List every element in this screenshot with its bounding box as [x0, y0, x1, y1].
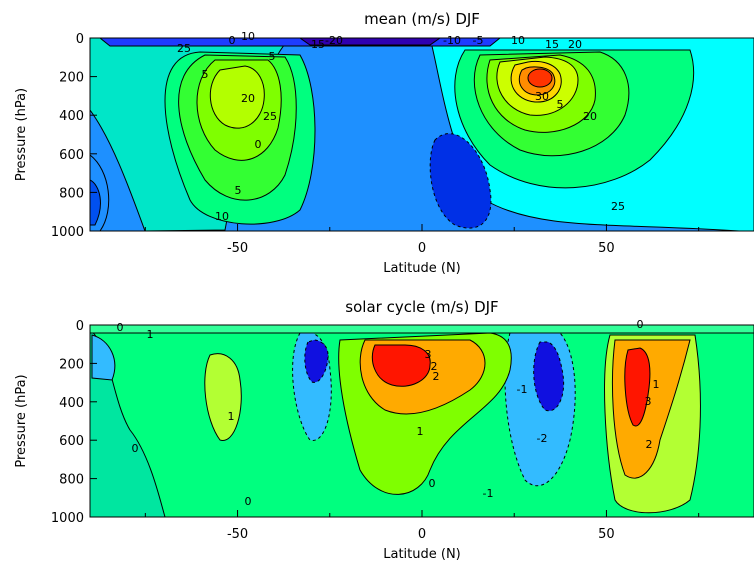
x-tick-label: 50	[598, 527, 615, 542]
contour-label: 20	[568, 38, 582, 51]
contour-label: -5	[473, 34, 484, 47]
x-tick-label: 50	[598, 241, 615, 256]
x-axis-label: Latitude (N)	[383, 261, 461, 276]
contour-label: 20	[583, 110, 597, 123]
contour-field	[90, 38, 754, 231]
contour-label: 2	[646, 438, 653, 451]
contour-label: 15	[545, 38, 559, 51]
contour-label: 15	[311, 38, 325, 51]
x-tick-label: 0	[418, 241, 426, 256]
contour-label: 2	[431, 360, 438, 373]
contour-label: 10	[511, 34, 525, 47]
contour-label: 1	[228, 410, 235, 423]
contour-band-14	[91, 334, 116, 381]
contour-band-10	[624, 347, 651, 427]
y-tick-label: 200	[59, 71, 84, 86]
contour-band-12	[533, 341, 565, 412]
contour-label: 0	[229, 34, 236, 47]
contour-label: -1	[517, 383, 528, 396]
contour-label: 0	[255, 138, 262, 151]
contour-label: -2	[537, 432, 548, 445]
contour-band-9	[371, 344, 431, 387]
contour-label: 1	[147, 328, 154, 341]
contour-label: 10	[215, 210, 229, 223]
contour-band-5	[204, 353, 242, 441]
contour-label: 5	[235, 184, 242, 197]
contour-label: 2	[433, 370, 440, 383]
contour-label: 0	[117, 321, 124, 334]
chart-title: solar cycle (m/s) DJF	[345, 298, 498, 316]
y-tick-label: 800	[59, 473, 84, 488]
contour-label: 3	[645, 395, 652, 408]
y-tick-label: 400	[59, 109, 84, 124]
contour-band-18	[90, 179, 101, 226]
contour-label: 25	[263, 110, 277, 123]
contour-label: -1	[483, 487, 494, 500]
y-axis-label: Pressure (hPa)	[14, 88, 29, 181]
contour-band-11	[304, 339, 329, 383]
contour-label: 1	[653, 378, 660, 391]
chart-title: mean (m/s) DJF	[364, 10, 480, 28]
x-tick-label: -50	[227, 241, 248, 256]
contour-label: 5	[557, 98, 564, 111]
contour-label: 3	[425, 348, 432, 361]
contour-label: 25	[177, 42, 191, 55]
contour-label: 0	[132, 442, 139, 455]
contour-label: 10	[241, 30, 255, 43]
y-axis-label: Pressure (hPa)	[14, 374, 29, 467]
contour-label: 25	[611, 200, 625, 213]
x-axis-label: Latitude (N)	[383, 547, 461, 562]
contour-label: 20	[241, 92, 255, 105]
contour-band-16	[299, 38, 441, 46]
contour-label: 30	[535, 90, 549, 103]
y-tick-label: 800	[59, 186, 84, 201]
contour-label: 5	[269, 50, 276, 63]
contour-label: -20	[325, 34, 343, 47]
y-tick-label: 600	[59, 148, 84, 163]
contour-field	[90, 325, 754, 517]
y-tick-label: 200	[59, 357, 84, 372]
y-tick-label: 1000	[51, 225, 84, 240]
contour-band-13	[90, 325, 754, 334]
contour-label: 0	[429, 477, 436, 490]
contour-label: 0	[245, 495, 252, 508]
y-tick-label: 0	[76, 319, 84, 334]
x-tick-label: -50	[227, 527, 248, 542]
contour-label: 1	[417, 425, 424, 438]
contour-label: -10	[443, 34, 461, 47]
contour-label: 5	[202, 68, 209, 81]
y-tick-label: 0	[76, 32, 84, 47]
contour-band-15	[99, 38, 501, 47]
contour-band-13	[527, 68, 553, 88]
contour-label: 0	[637, 318, 644, 331]
y-tick-label: 400	[59, 396, 84, 411]
contour-band-14	[429, 133, 492, 229]
y-tick-label: 600	[59, 434, 84, 449]
x-tick-label: 0	[418, 527, 426, 542]
y-tick-label: 1000	[51, 511, 84, 526]
contour-band-6	[209, 65, 265, 129]
